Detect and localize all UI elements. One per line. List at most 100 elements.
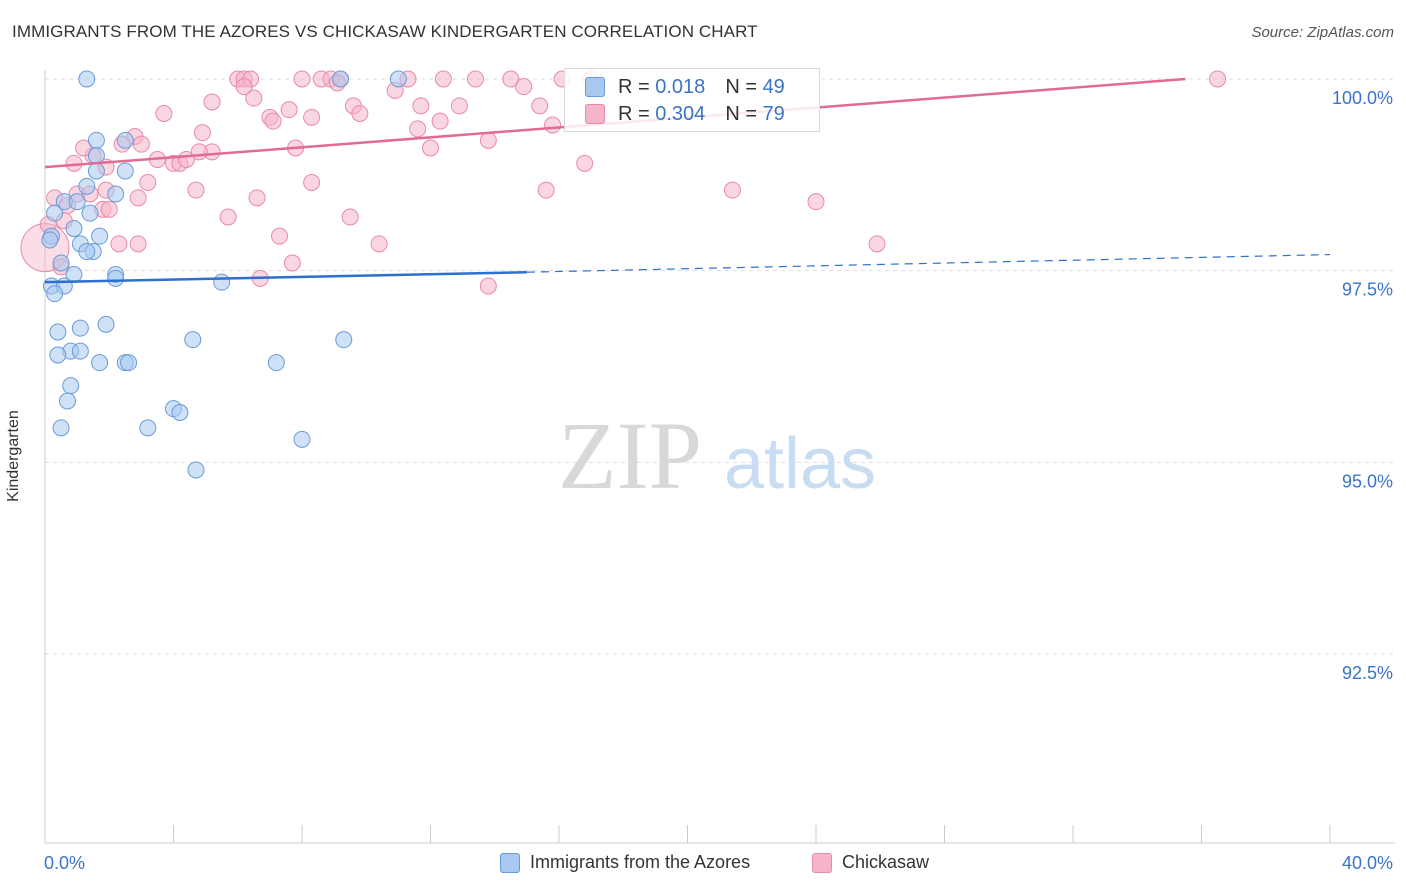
azores-point xyxy=(184,331,202,349)
legend-n-value: 79 xyxy=(762,102,785,125)
azores-point xyxy=(91,354,109,372)
chickasaw-point xyxy=(129,189,147,207)
azores-point xyxy=(78,243,96,260)
chickasaw-point xyxy=(479,131,497,149)
x-tick-label: 40.0% xyxy=(1342,853,1393,873)
azores-point xyxy=(107,269,125,287)
y-tick-label: 100.0% xyxy=(1332,88,1393,108)
azores-point xyxy=(116,131,134,149)
series-swatch-azores xyxy=(500,852,520,873)
series-legend-chickasaw[interactable]: Chickasaw xyxy=(812,852,929,873)
chickasaw-point xyxy=(531,97,549,115)
legend-r-label: R = xyxy=(618,75,650,98)
series-swatch-chickasaw xyxy=(812,852,832,873)
chickasaw-point xyxy=(341,208,359,226)
azores-point xyxy=(267,354,285,372)
azores-point xyxy=(68,193,86,211)
chickasaw-point xyxy=(203,93,221,111)
legend-swatch-azores xyxy=(585,77,605,97)
chickasaw-point xyxy=(807,193,825,211)
chickasaw-point xyxy=(576,154,594,172)
azores-point xyxy=(87,131,105,149)
azores-point xyxy=(78,177,96,195)
azores-point xyxy=(335,331,353,349)
azores-point xyxy=(52,419,70,437)
chickasaw-point xyxy=(283,254,301,272)
y-axis-label: Kindergarten xyxy=(5,410,22,502)
azores-point xyxy=(65,220,83,237)
azores-point xyxy=(171,404,189,421)
source-label: Source: ZipAtlas.com xyxy=(1251,24,1394,41)
chickasaw-point xyxy=(248,189,266,207)
chickasaw-point xyxy=(537,181,555,199)
chickasaw-point xyxy=(466,70,484,88)
watermark-zip: ZIP xyxy=(558,402,702,509)
axes xyxy=(44,70,1395,844)
legend-n-value: 49 xyxy=(762,75,785,98)
azores-point xyxy=(52,254,70,272)
chickasaw-point xyxy=(544,116,562,134)
y-tick-label: 95.0% xyxy=(1342,471,1393,491)
chickasaw-point xyxy=(280,101,298,119)
chickasaw-point xyxy=(515,78,533,96)
legend-row-azores: R = 0.018 N = 49 xyxy=(585,75,785,99)
chickasaw-point xyxy=(264,112,282,130)
azores-trend-line xyxy=(44,270,527,284)
azores-point xyxy=(213,273,231,291)
legend-row-chickasaw: R = 0.304 N = 79 xyxy=(585,102,785,126)
chickasaw-point xyxy=(132,135,150,153)
chickasaw-point xyxy=(422,139,439,157)
legend-r-value: 0.018 xyxy=(655,75,706,98)
series-legend-azores[interactable]: Immigrants from the Azores xyxy=(500,852,750,873)
chickasaw-point xyxy=(868,235,886,253)
chickasaw-point xyxy=(293,70,311,88)
azores-point xyxy=(139,419,157,437)
chickasaw-point xyxy=(431,112,449,130)
chickasaw-point xyxy=(75,139,93,157)
y-tick-label: 92.5% xyxy=(1342,663,1393,683)
azores-point xyxy=(116,162,134,180)
tick-labels: 100.0% 97.5% 95.0% 92.5% 0.0% 40.0% xyxy=(44,88,1393,873)
azores-point xyxy=(71,342,89,360)
chickasaw-point xyxy=(190,143,208,161)
correlation-legend: R = 0.018 N = 49 R = 0.304 N = 79 xyxy=(564,68,820,132)
azores-point xyxy=(49,346,67,364)
chickasaw-point xyxy=(450,97,468,115)
chickasaw-point xyxy=(271,227,289,245)
azores-point xyxy=(97,315,115,333)
azores-point xyxy=(46,204,64,222)
azores-trend-extension xyxy=(526,253,1331,273)
legend-n-label: N = xyxy=(725,75,757,98)
chickasaw-point xyxy=(235,78,253,96)
chickasaw-point xyxy=(139,174,157,191)
chickasaw-point xyxy=(219,208,237,226)
azores-point xyxy=(87,162,105,180)
chickasaw-point xyxy=(303,108,321,126)
chickasaw-point xyxy=(303,174,321,191)
legend-r-value: 0.304 xyxy=(655,102,706,125)
chickasaw-point xyxy=(100,200,118,218)
series-label-azores: Immigrants from the Azores xyxy=(530,852,751,872)
chickasaw-point xyxy=(1209,70,1227,88)
chickasaw-point xyxy=(245,89,263,107)
azores-point xyxy=(41,231,59,249)
chickasaw-point xyxy=(110,235,128,253)
chickasaw-point xyxy=(129,235,147,253)
y-tick-label: 97.5% xyxy=(1342,280,1393,300)
chickasaw-point xyxy=(351,105,369,122)
chickasaw-point xyxy=(502,70,520,88)
series-legend: Immigrants from the Azores Chickasaw xyxy=(0,852,1406,876)
watermark-atlas: atlas xyxy=(724,424,876,504)
chickasaw-point xyxy=(412,97,430,115)
azores-point xyxy=(81,204,99,222)
chickasaw-point xyxy=(479,277,497,295)
azores-point xyxy=(187,461,205,479)
azores-point xyxy=(389,70,407,88)
chickasaw-point xyxy=(370,235,388,253)
chickasaw-point xyxy=(409,120,427,138)
grid-lines xyxy=(45,78,1395,655)
azores-point xyxy=(87,147,105,165)
azores-point xyxy=(71,319,89,337)
azores-point xyxy=(332,70,350,88)
